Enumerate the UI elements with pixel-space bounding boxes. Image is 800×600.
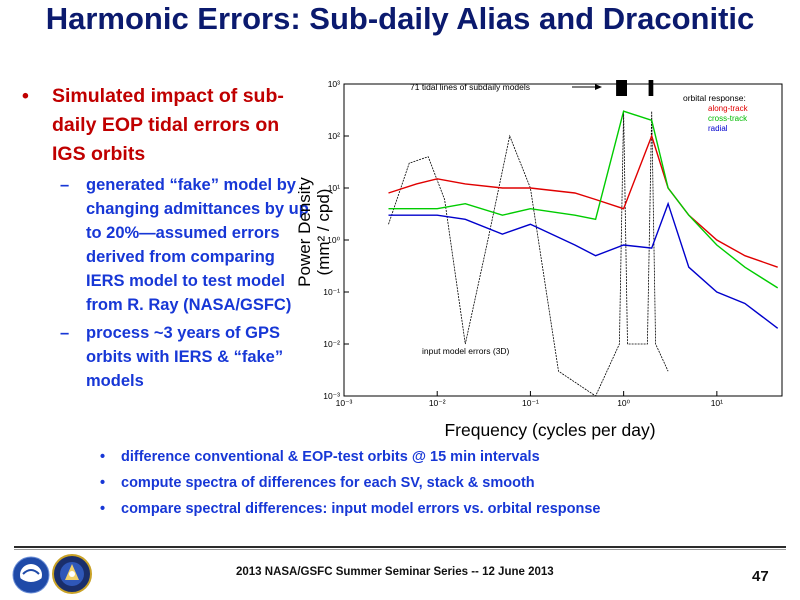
legend: orbital response: along-track cross-trac… (683, 93, 749, 133)
sub-bullet-text: generated “fake” model by changing admit… (86, 176, 309, 314)
sub-sub-bullet-text: compare spectral differences: input mode… (121, 501, 601, 517)
x-tick-label: 10⁻³ (336, 398, 353, 406)
bullet-dot-icon: • (22, 85, 29, 107)
annotation-arrowhead (595, 84, 602, 90)
series-line-cross-track (388, 110, 779, 289)
dash-icon: – (60, 176, 70, 194)
series-line-radial (388, 201, 779, 329)
x-tick-label: 10⁻² (429, 398, 446, 406)
legend-title: orbital response: (683, 93, 746, 103)
legend-cross-track: cross-track (708, 114, 748, 123)
tidal-line-mark (619, 80, 622, 96)
bullet-dot-icon: • (100, 501, 106, 517)
page-number: 47 (752, 568, 769, 585)
tidal-lines-annotation: 71 tidal lines of subdaily models (410, 82, 530, 92)
y-tick-label: 10¹ (328, 183, 340, 193)
sub-sub-bullet-text: compute spectra of differences for each … (121, 475, 535, 491)
series-line-along-track (388, 133, 778, 268)
x-tick-label: 10⁻¹ (522, 398, 539, 406)
slide-title: Harmonic Errors: Sub-daily Alias and Dra… (45, 1, 755, 36)
sub-sub-bullet: • difference conventional & EOP-test orb… (100, 444, 790, 470)
y-tick-label: 10⁻¹ (323, 287, 340, 297)
bullet-list: • Simulated impact of sub-daily EOP tida… (22, 82, 312, 393)
x-axis-label: Frequency (cycles per day) (444, 420, 656, 440)
footer-divider-thin (14, 549, 786, 550)
sub-bullet: – process ~3 years of GPS orbits with IE… (22, 321, 312, 393)
y-tick-label: 10³ (328, 79, 340, 89)
bullet-dot-icon: • (100, 475, 106, 491)
sub-bullet-text: process ~3 years of GPS orbits with IERS… (86, 324, 284, 390)
y-tick-label: 10⁰ (327, 235, 340, 245)
tidal-line-mark (620, 80, 623, 96)
tidal-line-mark (625, 80, 627, 96)
sub-sub-bullet-text: difference conventional & EOP-test orbit… (121, 449, 540, 465)
x-tick-label: 10¹ (711, 398, 723, 406)
series-line-input-model-errors-3d- (388, 111, 669, 397)
tidal-line-mark (622, 80, 625, 96)
legend-radial: radial (708, 124, 728, 133)
sub-sub-bullet: • compare spectral differences: input mo… (100, 496, 790, 522)
tidal-line-mark (651, 80, 654, 96)
noaa-logo-icon (12, 556, 50, 594)
legend-along-track: along-track (708, 104, 749, 113)
tidal-line-mark (616, 80, 619, 96)
main-bullet-text: Simulated impact of sub-daily EOP tidal … (52, 85, 284, 165)
chart-background (312, 76, 796, 406)
footer-divider (14, 546, 786, 548)
y-axis-label: Power Density (mm² / cpd) (295, 177, 333, 287)
y-tick-label: 10⁻³ (323, 391, 340, 401)
footer-text: 2013 NASA/GSFC Summer Seminar Series -- … (236, 566, 554, 578)
y-tick-label: 10⁻² (323, 339, 340, 349)
ngs-logo-icon (52, 554, 92, 594)
tidal-line-mark (617, 80, 620, 96)
y-tick-label: 10² (328, 131, 340, 141)
spectrum-chart: 10⁻³ 10⁻² 10⁻¹ 10⁰ 10¹ 10³ 10² 10¹ 10⁰ 10⁻¹ 10⁻² 10… (312, 76, 796, 406)
sub-bullet: – generated “fake” model by changing adm… (22, 173, 312, 317)
sub-sub-bullet: • compute spectra of differences for eac… (100, 470, 790, 496)
dash-icon: – (60, 324, 70, 342)
sub-sub-bullet-list: • difference conventional & EOP-test orb… (100, 444, 790, 522)
tidal-line-mark (623, 80, 626, 96)
bullet-dot-icon: • (100, 449, 106, 465)
x-tick-label: 10⁰ (617, 398, 630, 406)
input-errors-annotation: input model errors (3D) (422, 346, 510, 356)
main-bullet: • Simulated impact of sub-daily EOP tida… (22, 82, 312, 169)
